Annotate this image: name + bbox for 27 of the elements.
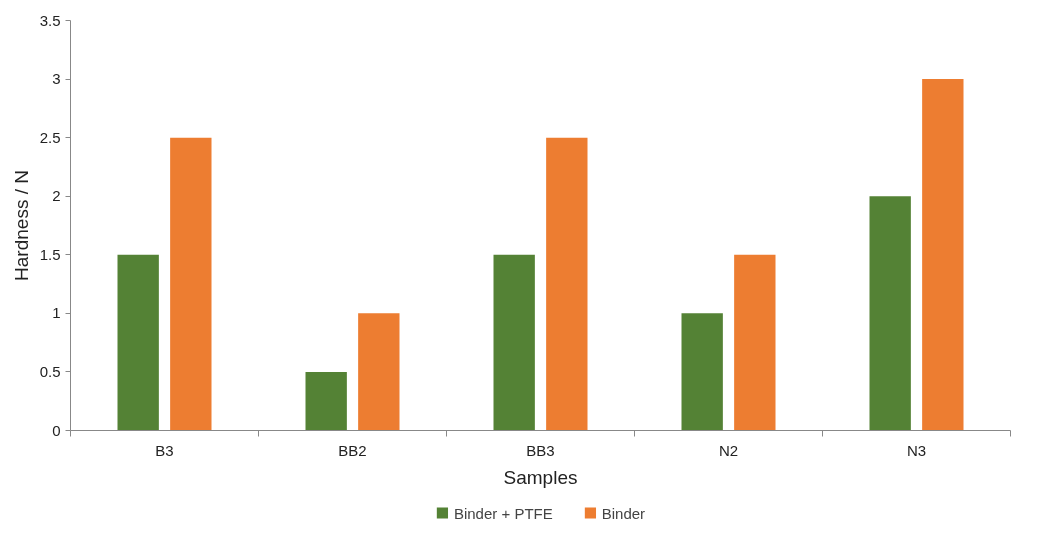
y-tick-label: 0 — [52, 421, 61, 439]
bar — [922, 79, 964, 431]
bar — [681, 313, 723, 431]
bar — [358, 313, 400, 431]
y-tick-label: 2.5 — [39, 128, 61, 146]
x-tick-label: N2 — [718, 441, 739, 459]
bar — [117, 254, 159, 431]
bar — [546, 137, 588, 431]
bar — [305, 371, 347, 431]
x-axis-title: Samples — [503, 466, 578, 488]
x-tick-label: N3 — [906, 441, 927, 459]
bar — [493, 254, 535, 431]
x-tick-label: BB3 — [526, 441, 555, 459]
y-tick-label: 1 — [52, 304, 61, 322]
y-axis-title: Hardness / N — [10, 170, 32, 281]
y-tick-label: 2 — [52, 187, 61, 205]
y-tick-label: 0.5 — [39, 362, 61, 380]
bar — [734, 254, 776, 431]
x-tick-label: BB2 — [338, 441, 367, 459]
bar — [869, 196, 911, 431]
y-tick-label: 3.5 — [39, 11, 61, 29]
x-tick-label: B3 — [155, 441, 174, 459]
legend-label: Binder — [601, 504, 646, 521]
y-tick-label: 1.5 — [39, 245, 61, 263]
bar — [170, 137, 212, 431]
y-tick-label: 3 — [52, 70, 61, 88]
legend-label: Binder + PTFE — [453, 504, 553, 521]
